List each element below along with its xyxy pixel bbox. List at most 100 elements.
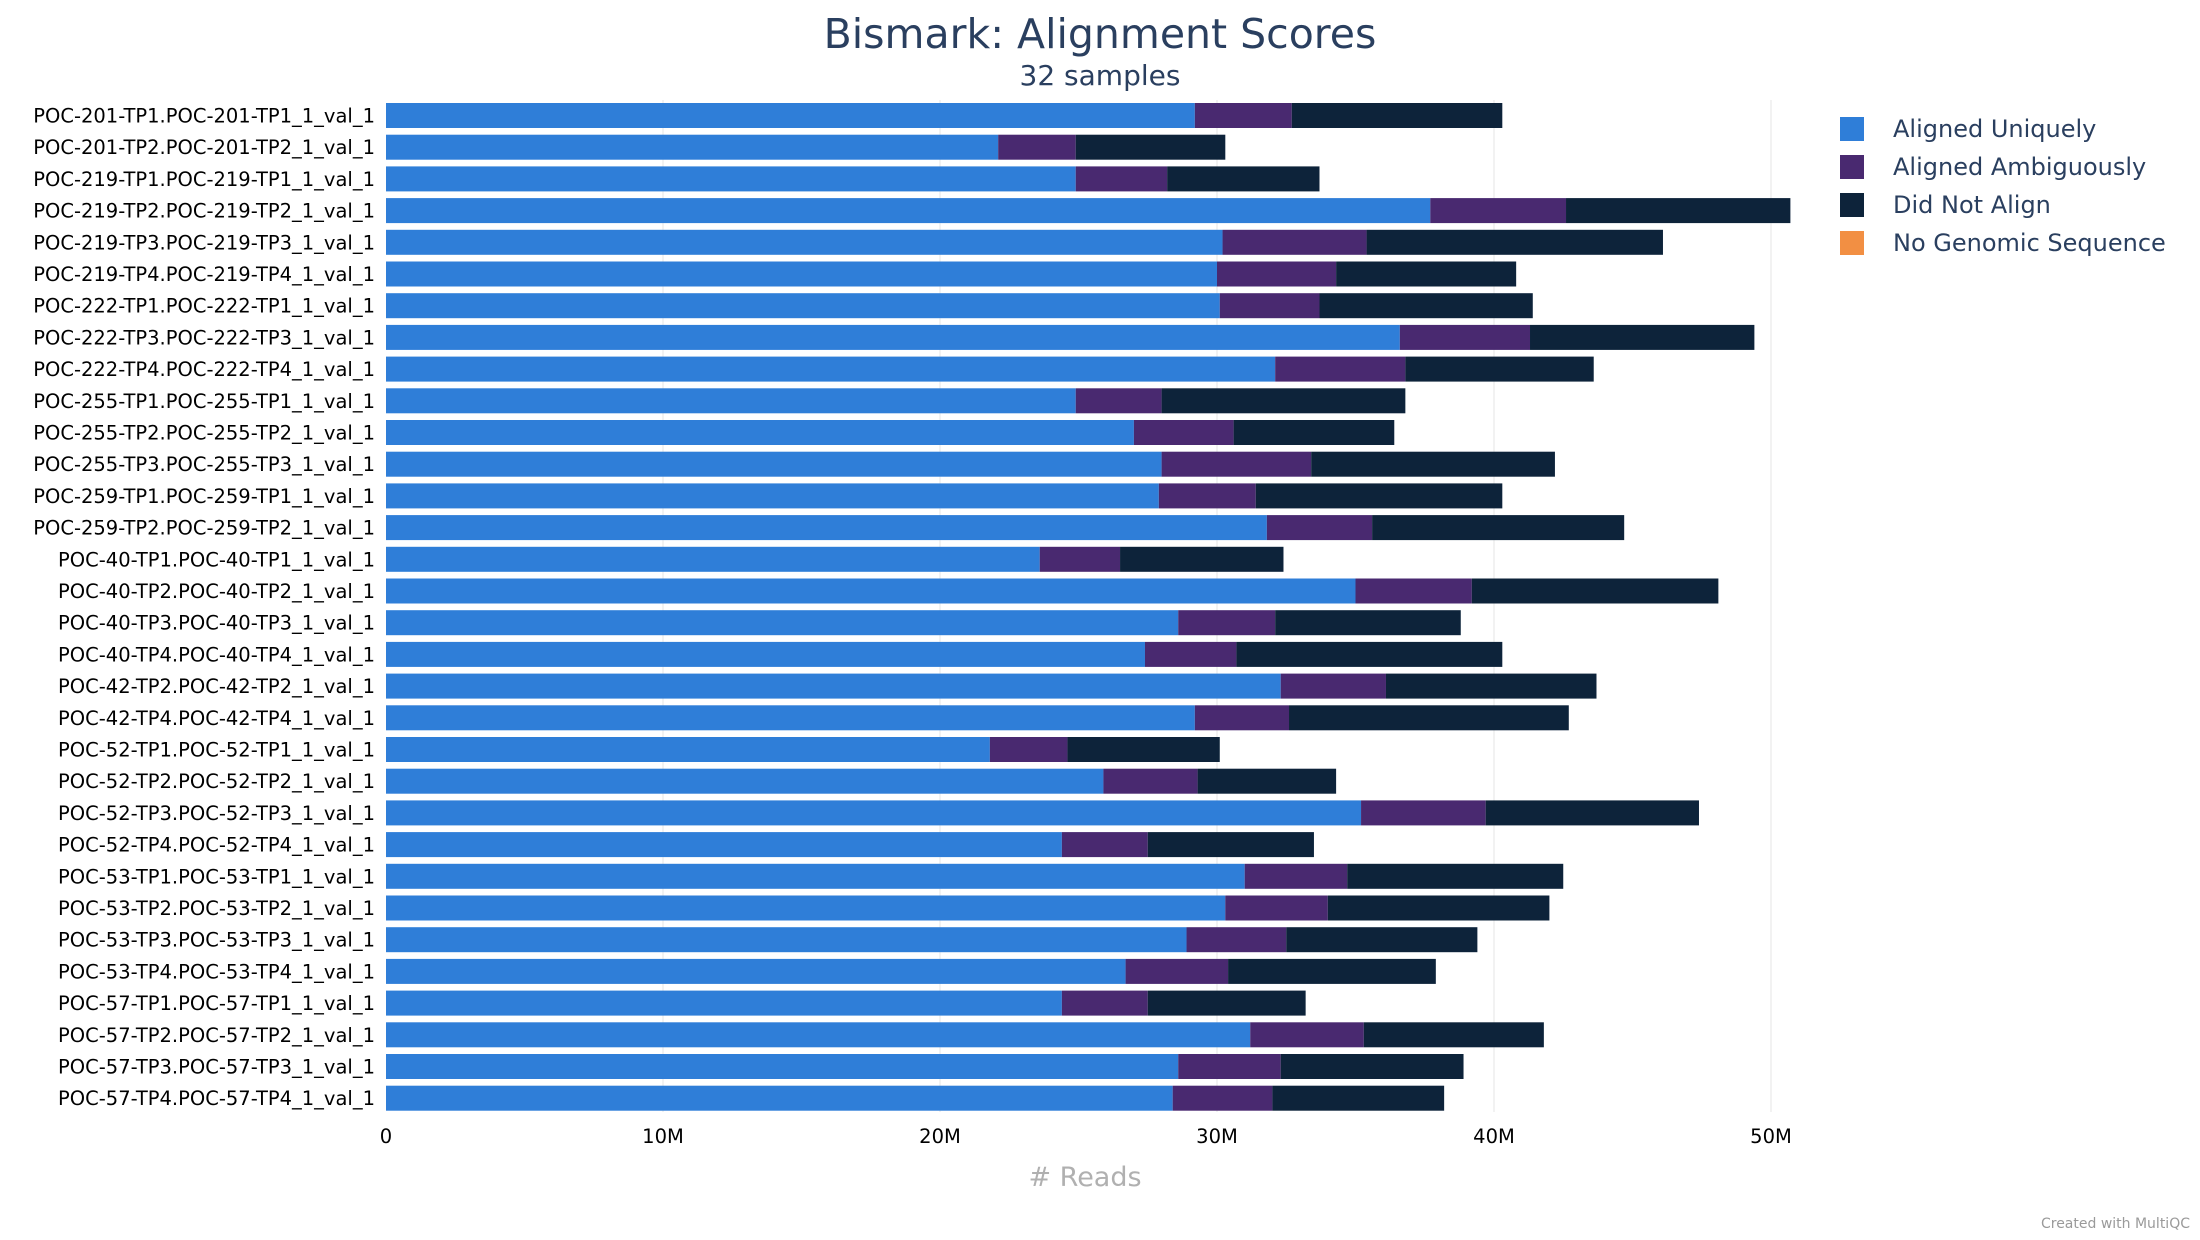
bar-segment[interactable] bbox=[1430, 198, 1567, 224]
bar-segment[interactable] bbox=[1194, 705, 1290, 731]
legend-label[interactable]: Aligned Ambiguously bbox=[1893, 153, 2146, 181]
bar-segment[interactable] bbox=[1530, 324, 1755, 350]
bar-segment[interactable] bbox=[1405, 356, 1594, 382]
bar-segment[interactable] bbox=[386, 388, 1076, 414]
bar-segment[interactable] bbox=[386, 1085, 1173, 1111]
legend-swatch[interactable] bbox=[1840, 231, 1864, 255]
bar-segment[interactable] bbox=[1286, 927, 1478, 953]
bar-segment[interactable] bbox=[1319, 293, 1533, 319]
bar-segment[interactable] bbox=[1144, 641, 1237, 667]
bar-segment[interactable] bbox=[1361, 800, 1486, 826]
bar-segment[interactable] bbox=[386, 895, 1226, 921]
bar-segment[interactable] bbox=[1366, 229, 1663, 255]
bar-segment[interactable] bbox=[1399, 324, 1531, 350]
bar-segment[interactable] bbox=[1147, 990, 1306, 1016]
bar-segment[interactable] bbox=[386, 134, 999, 160]
bar-segment[interactable] bbox=[1217, 261, 1337, 287]
bar-segment[interactable] bbox=[386, 641, 1145, 667]
bar-segment[interactable] bbox=[386, 103, 1195, 128]
bar-segment[interactable] bbox=[1566, 198, 1791, 224]
bar-segment[interactable] bbox=[1280, 1054, 1464, 1079]
legend-swatch[interactable] bbox=[1840, 155, 1864, 179]
bar-segment[interactable] bbox=[1133, 420, 1234, 445]
bar-segment[interactable] bbox=[1372, 515, 1625, 541]
bar-segment[interactable] bbox=[1178, 610, 1276, 636]
legend-label[interactable]: Aligned Uniquely bbox=[1893, 115, 2096, 143]
bar-segment[interactable] bbox=[1067, 737, 1220, 762]
bar-segment[interactable] bbox=[1219, 293, 1320, 319]
bar-segment[interactable] bbox=[1250, 1022, 1364, 1048]
bar-segment[interactable] bbox=[1178, 1054, 1281, 1079]
bar-segment[interactable] bbox=[386, 166, 1076, 192]
bar-segment[interactable] bbox=[1225, 895, 1328, 921]
bar-segment[interactable] bbox=[1075, 388, 1162, 414]
bar-segment[interactable] bbox=[1311, 451, 1555, 477]
bar-segment[interactable] bbox=[998, 134, 1076, 160]
bar-segment[interactable] bbox=[386, 832, 1062, 858]
bar-segment[interactable] bbox=[1061, 990, 1148, 1016]
bar-segment[interactable] bbox=[386, 768, 1104, 794]
bar-segment[interactable] bbox=[386, 356, 1276, 382]
bar-segment[interactable] bbox=[1289, 705, 1569, 731]
bar-segment[interactable] bbox=[1327, 895, 1550, 921]
bar-segment[interactable] bbox=[386, 451, 1162, 477]
bar-segment[interactable] bbox=[1039, 546, 1121, 572]
bar-segment[interactable] bbox=[1158, 483, 1256, 509]
bar-segment[interactable] bbox=[1275, 356, 1406, 382]
bar-segment[interactable] bbox=[386, 261, 1217, 287]
bar-segment[interactable] bbox=[1197, 768, 1337, 794]
bar-segment[interactable] bbox=[1355, 578, 1472, 604]
bar-segment[interactable] bbox=[1291, 103, 1503, 128]
bar-segment[interactable] bbox=[1272, 1085, 1445, 1111]
bar-segment[interactable] bbox=[1103, 768, 1198, 794]
bar-segment[interactable] bbox=[386, 737, 990, 762]
bar-segment[interactable] bbox=[386, 705, 1195, 731]
bar-segment[interactable] bbox=[1061, 832, 1148, 858]
bar-segment[interactable] bbox=[1275, 610, 1461, 636]
bar-segment[interactable] bbox=[1236, 641, 1503, 667]
bar-segment[interactable] bbox=[1075, 134, 1226, 160]
bar-segment[interactable] bbox=[386, 610, 1179, 636]
bar-segment[interactable] bbox=[386, 546, 1040, 572]
bar-segment[interactable] bbox=[386, 863, 1245, 889]
legend[interactable]: Aligned Uniquely Aligned Ambiguously Did N… bbox=[1840, 115, 2166, 257]
bar-segment[interactable] bbox=[1172, 1085, 1273, 1111]
bar-segment[interactable] bbox=[386, 800, 1362, 826]
bar-segment[interactable] bbox=[1186, 927, 1287, 953]
bar-segment[interactable] bbox=[386, 324, 1400, 350]
bar-segment[interactable] bbox=[1266, 515, 1373, 541]
bar-segment[interactable] bbox=[386, 1022, 1251, 1048]
bar-segment[interactable] bbox=[386, 1054, 1179, 1079]
bar-segment[interactable] bbox=[1228, 958, 1436, 984]
bar-segment[interactable] bbox=[1120, 546, 1284, 572]
bar-segment[interactable] bbox=[1075, 166, 1168, 192]
bar-segment[interactable] bbox=[1336, 261, 1517, 287]
bar-segment[interactable] bbox=[1363, 1022, 1544, 1048]
bar-segment[interactable] bbox=[1222, 229, 1367, 255]
bar-segment[interactable] bbox=[386, 198, 1431, 224]
bar-segment[interactable] bbox=[386, 420, 1134, 445]
bar-segment[interactable] bbox=[1244, 863, 1348, 889]
bar-segment[interactable] bbox=[386, 515, 1267, 541]
bar-segment[interactable] bbox=[386, 483, 1159, 509]
legend-swatch[interactable] bbox=[1840, 117, 1864, 141]
legend-swatch[interactable] bbox=[1840, 193, 1864, 217]
bar-segment[interactable] bbox=[1347, 863, 1564, 889]
bar-segment[interactable] bbox=[386, 229, 1223, 255]
bar-segment[interactable] bbox=[1485, 800, 1699, 826]
bar-segment[interactable] bbox=[386, 293, 1220, 319]
legend-label[interactable]: No Genomic Sequence bbox=[1893, 229, 2166, 257]
bar-segment[interactable] bbox=[1167, 166, 1320, 192]
bar-segment[interactable] bbox=[1147, 832, 1314, 858]
bar-segment[interactable] bbox=[1194, 103, 1292, 128]
bar-segment[interactable] bbox=[1161, 451, 1312, 477]
bar-segment[interactable] bbox=[386, 990, 1062, 1016]
bar-segment[interactable] bbox=[1471, 578, 1719, 604]
bar-segment[interactable] bbox=[1233, 420, 1395, 445]
bar-segment[interactable] bbox=[386, 673, 1281, 699]
bar-segment[interactable] bbox=[1255, 483, 1503, 509]
bar-segment[interactable] bbox=[386, 958, 1126, 984]
bar-segment[interactable] bbox=[1125, 958, 1229, 984]
bar-segment[interactable] bbox=[989, 737, 1068, 762]
bar-segment[interactable] bbox=[1280, 673, 1386, 699]
